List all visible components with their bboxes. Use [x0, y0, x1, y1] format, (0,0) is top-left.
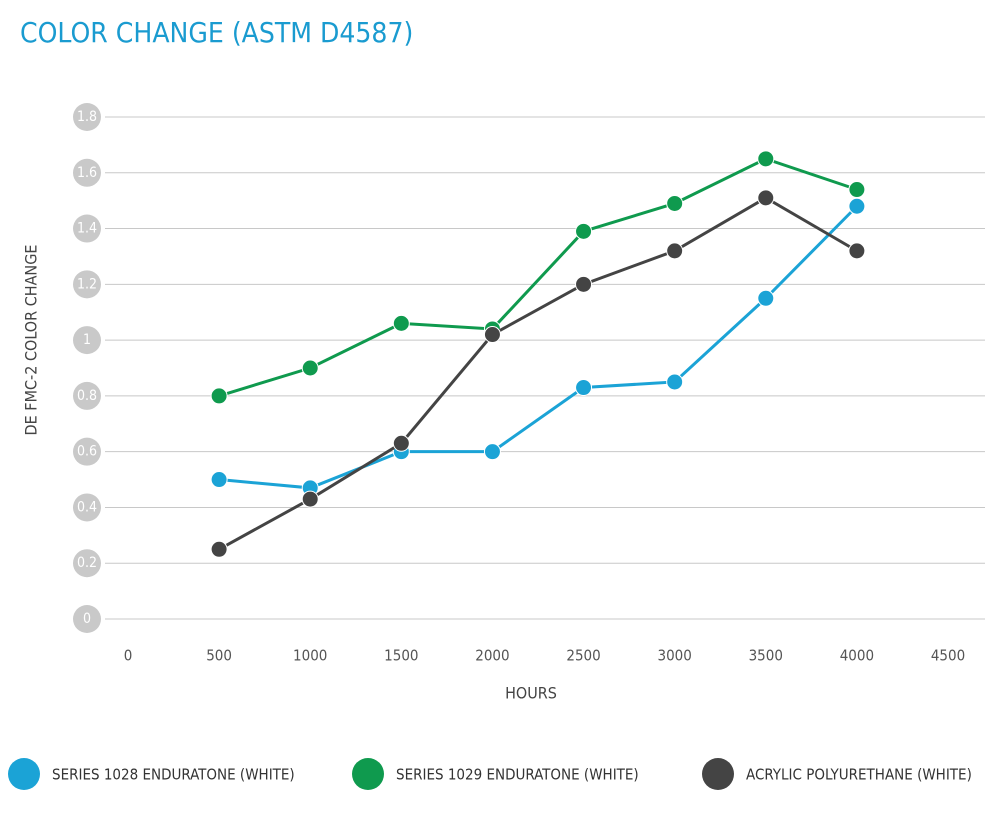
point: [757, 150, 775, 168]
chart-title: COLOR CHANGE (ASTM D4587): [20, 16, 413, 49]
y-tick-badge: [73, 549, 101, 578]
legend-swatch: [352, 758, 384, 790]
point: [575, 222, 593, 240]
legend-label: SERIES 1028 ENDURATONE (WHITE): [52, 766, 295, 784]
y-axis-label: DE FMC-2 COLOR CHANGE: [22, 245, 41, 436]
y-tick-badge: [73, 381, 101, 410]
point: [210, 387, 228, 405]
y-tick-badge: [73, 493, 101, 522]
legend-swatch: [8, 758, 40, 790]
x-tick-label: 4500: [931, 647, 965, 665]
legend-swatch: [702, 758, 734, 790]
y-tick-label: 0.8: [77, 388, 97, 404]
y-tick-label: 0.4: [77, 499, 97, 515]
point: [483, 443, 501, 461]
point: [392, 434, 410, 452]
legend-label: ACRYLIC POLYURETHANE (WHITE): [746, 766, 972, 784]
point: [210, 540, 228, 558]
y-tick-badge: [73, 326, 101, 355]
point: [666, 194, 684, 212]
y-tick-badge: [73, 158, 101, 187]
x-tick-label: 1500: [384, 647, 418, 665]
point: [757, 189, 775, 207]
y-tick-badge: [73, 214, 101, 243]
x-tick-label: 2000: [475, 647, 509, 665]
y-tick-label: 1.2: [77, 276, 97, 292]
point: [301, 490, 319, 508]
y-tick-label: 1: [83, 332, 91, 348]
point: [575, 275, 593, 293]
point: [848, 242, 866, 260]
point: [666, 373, 684, 391]
x-tick-label: 500: [206, 647, 232, 665]
x-tick-label: 3500: [749, 647, 783, 665]
series-line: [218, 196, 858, 551]
point: [483, 326, 501, 344]
point: [575, 379, 593, 397]
y-tick-label: 1.8: [77, 109, 97, 125]
y-tick-label: 1.4: [77, 221, 97, 237]
y-tick-badge: [73, 270, 101, 299]
series-line: [218, 157, 858, 398]
x-tick-label: 0: [124, 647, 133, 665]
point: [210, 471, 228, 489]
x-tick-label: 2500: [566, 647, 600, 665]
point: [757, 289, 775, 307]
y-tick-label: 1.6: [77, 165, 97, 181]
x-tick-label: 4000: [840, 647, 874, 665]
x-axis-label: HOURS: [505, 684, 557, 703]
y-tick-badge: [73, 437, 101, 466]
legend-label: SERIES 1029 ENDURATONE (WHITE): [396, 766, 639, 784]
y-tick-badge: [73, 605, 101, 633]
point: [392, 314, 410, 332]
point: [301, 359, 319, 377]
point: [848, 197, 866, 215]
point: [666, 242, 684, 260]
x-tick-label: 1000: [293, 647, 327, 665]
y-tick-label: 0.2: [77, 555, 97, 571]
series-line: [218, 205, 858, 490]
y-tick-label: 0: [83, 611, 91, 627]
point: [848, 181, 866, 199]
y-tick-label: 0.6: [77, 444, 97, 460]
x-tick-label: 3000: [657, 647, 691, 665]
y-tick-badge: [73, 103, 101, 131]
